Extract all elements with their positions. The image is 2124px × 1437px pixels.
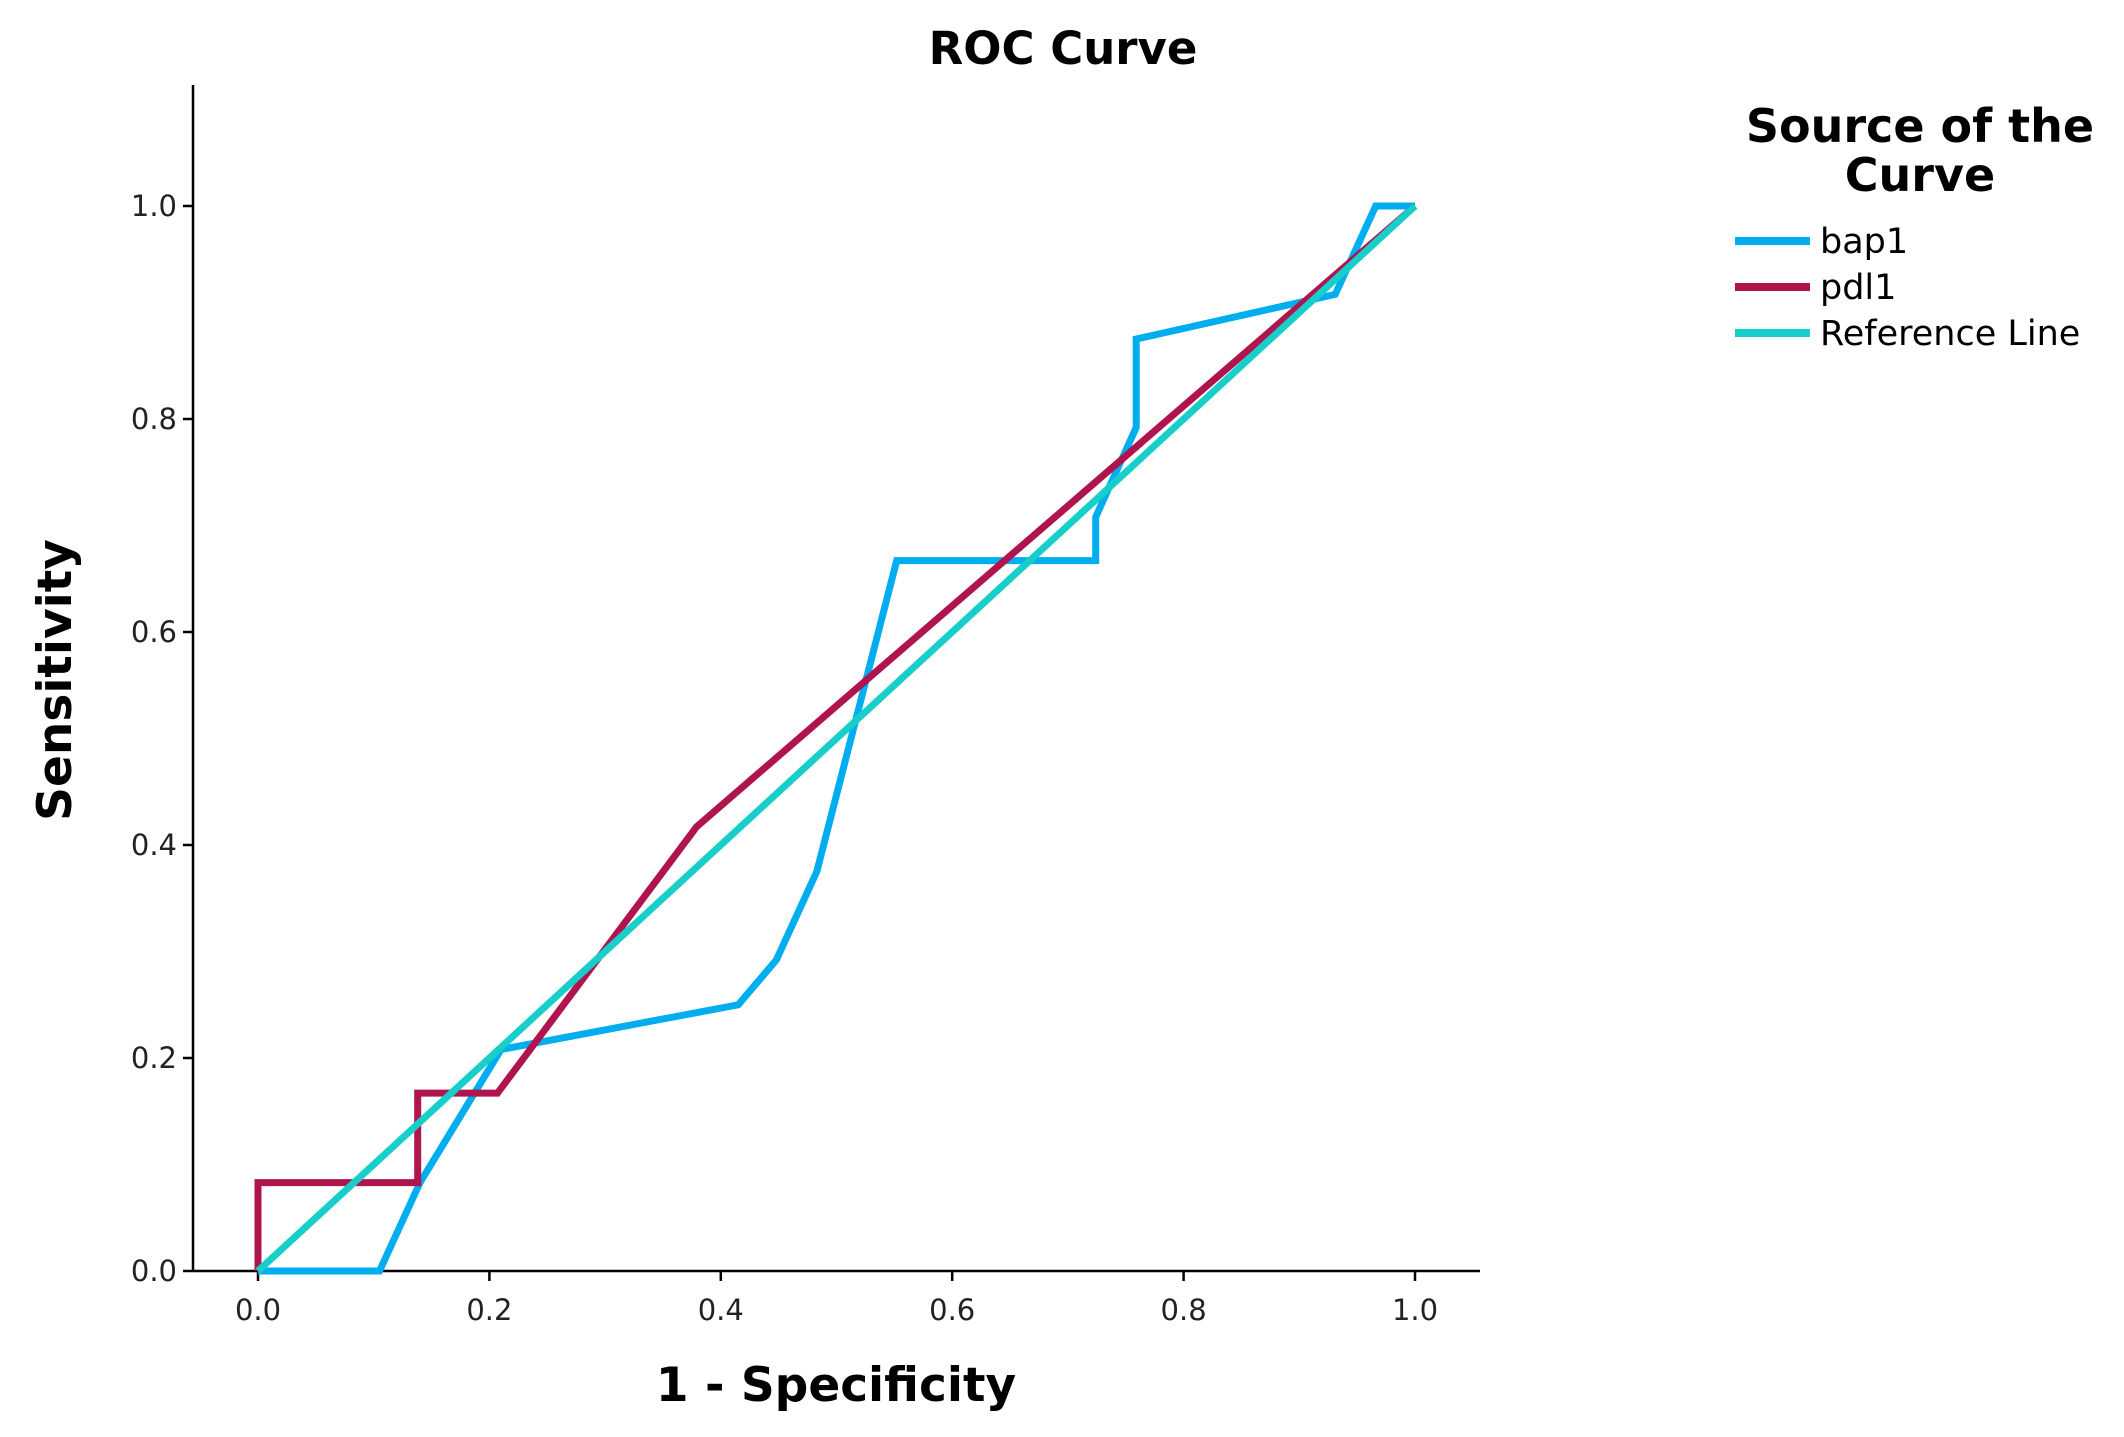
legend-title-line1: Source of the xyxy=(1746,99,2094,153)
legend-title-line2: Curve xyxy=(1845,148,1995,202)
x-tick-label: 0.0 xyxy=(235,1293,281,1327)
y-tick-label: 0.0 xyxy=(131,1254,177,1288)
y-tick-label: 1.0 xyxy=(131,189,177,223)
series-layer xyxy=(254,202,1418,1275)
y-tick-label: 0.2 xyxy=(131,1041,177,1075)
legend: Source of the Curve bap1 pdl1 Reference Li… xyxy=(1735,99,2094,354)
series-line-reference-line xyxy=(255,203,1418,1274)
x-tick-label: 0.6 xyxy=(929,1293,975,1327)
y-ticks: 0.0 0.2 0.4 0.6 0.8 1.0 xyxy=(131,189,193,1288)
x-tick-label: 1.0 xyxy=(1392,1293,1438,1327)
legend-items: bap1 pdl1 Reference Line xyxy=(1735,222,2080,354)
x-tick-label: 0.4 xyxy=(698,1293,744,1327)
x-tick-label: 0.8 xyxy=(1161,1293,1207,1327)
legend-label-reference-line: Reference Line xyxy=(1820,314,2080,354)
series-line-pdl1 xyxy=(254,203,1418,1271)
x-axis-label: 1 - Specificity xyxy=(656,1358,1016,1413)
series-line-bap1 xyxy=(258,202,1415,1275)
y-tick-label: 0.4 xyxy=(131,828,177,862)
y-tick-label: 0.6 xyxy=(131,615,177,649)
axes xyxy=(191,85,1480,1273)
y-tick-label: 0.8 xyxy=(131,402,177,436)
x-ticks: 0.0 0.2 0.4 0.6 0.8 1.0 xyxy=(235,1271,1438,1327)
legend-label-pdl1: pdl1 xyxy=(1820,268,1896,308)
y-axis-label: Sensitivity xyxy=(28,539,83,821)
chart-title: ROC Curve xyxy=(929,22,1198,75)
legend-label-bap1: bap1 xyxy=(1820,222,1908,262)
x-tick-label: 0.2 xyxy=(466,1293,512,1327)
